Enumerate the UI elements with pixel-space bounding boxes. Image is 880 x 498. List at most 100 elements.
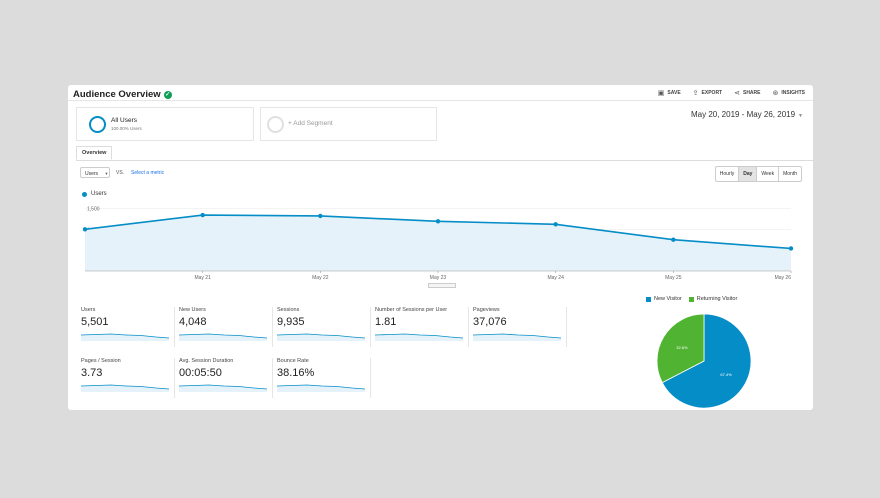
metric-value: 3.73 — [81, 367, 103, 379]
chart-scroll-handle[interactable] — [428, 283, 456, 288]
metric-value: 1.81 — [375, 316, 397, 328]
y-tick-label: 1,500 — [87, 206, 100, 212]
verified-check-icon: ✓ — [163, 90, 172, 99]
report-actions: ▣ SAVE ⇪ EXPORT ⋖ SHARE ⊛ INSIGHTS — [658, 89, 805, 97]
metric-label: Pages / Session — [81, 358, 121, 364]
sparkline-line — [179, 333, 267, 339]
sparkline-line — [277, 333, 365, 339]
x-tick-label: May 22 — [312, 275, 329, 281]
metric-divider — [272, 307, 273, 347]
sparkline-fill — [81, 334, 169, 341]
segment-ring-icon — [89, 116, 106, 133]
metric-tile[interactable]: New Users 4,048 — [179, 307, 273, 347]
granularity-toggle: Hourly Day Week Month — [714, 166, 802, 182]
export-button[interactable]: ⇪ EXPORT — [692, 90, 723, 97]
chevron-down-icon: ▼ — [104, 171, 109, 176]
sparkline-fill — [179, 334, 267, 341]
sparkline-fill — [473, 334, 561, 341]
metric-dropdown[interactable]: Users ▼ — [80, 167, 110, 178]
users-data-point — [553, 222, 558, 227]
metric-divider — [566, 307, 567, 347]
metric-tile[interactable]: Avg. Session Duration 00:05:50 — [179, 358, 273, 398]
sparkline-fill — [375, 334, 463, 341]
vs-label: VS. — [116, 170, 125, 176]
metric-label: Users — [81, 307, 96, 313]
metric-label: Pageviews — [473, 307, 500, 313]
metric-value: 00:05:50 — [179, 367, 222, 379]
sparkline-line — [277, 384, 365, 390]
metric-value: 37,076 — [473, 316, 507, 328]
metric-sparkline — [81, 333, 169, 341]
metric-sparkline — [277, 384, 365, 392]
sparkline-fill — [81, 385, 169, 392]
metric-tile[interactable]: Pages / Session 3.73 — [81, 358, 175, 398]
page-title: Audience Overview ✓ — [73, 89, 172, 100]
segment-name: All Users — [111, 117, 138, 124]
tab-divider — [76, 160, 813, 161]
share-button[interactable]: ⋖ SHARE — [734, 90, 761, 97]
legend-swatch-icon — [646, 296, 651, 302]
visitor-pie-chart: 67.4% 32.6% — [656, 313, 752, 409]
users-data-point — [435, 219, 441, 224]
save-icon: ▣ — [657, 90, 665, 97]
metric-tile[interactable]: Number of Sessions per User 1.81 — [375, 307, 469, 347]
sparkline-fill — [277, 334, 365, 341]
legend-new-visitor: New Visitor — [646, 296, 682, 302]
metric-value: 38.16% — [277, 367, 315, 379]
header-divider — [68, 100, 813, 101]
metric-sparkline — [81, 384, 169, 392]
insights-button[interactable]: ⊛ INSIGHTS — [772, 90, 806, 97]
metric-sparkline — [375, 333, 463, 341]
sparkline-fill — [179, 385, 267, 392]
tab-overview[interactable]: Overview — [76, 146, 113, 160]
date-range-picker[interactable]: May 20, 2019 - May 26, 2019 ▼ — [690, 110, 803, 119]
metric-tile[interactable]: Users 5,501 — [81, 307, 175, 347]
users-data-point — [200, 212, 205, 218]
metric-label: Number of Sessions per User — [375, 307, 448, 313]
add-segment-button[interactable]: + Add Segment — [260, 107, 437, 141]
legend-swatch-icon — [688, 296, 694, 302]
pie-slice — [656, 313, 705, 384]
sparkline-line — [81, 384, 169, 390]
metric-sparkline — [179, 384, 267, 392]
segment-subtitle: 100.00% Users — [111, 126, 142, 131]
metric-divider — [370, 307, 371, 347]
users-data-point — [318, 213, 323, 219]
metric-divider — [468, 307, 469, 347]
add-segment-label: + Add Segment — [288, 120, 333, 127]
metric-value: 5,501 — [81, 316, 109, 328]
export-icon: ⇪ — [692, 90, 699, 97]
users-area-fill — [85, 215, 791, 271]
metric-tile[interactable]: Pageviews 37,076 — [473, 307, 567, 347]
metric-label: Avg. Session Duration — [179, 358, 234, 364]
audience-overview-card: Audience Overview ✓ ▣ SAVE ⇪ EXPORT ⋖ SHARE… — [68, 85, 813, 410]
select-metric-link[interactable]: Select a metric — [131, 170, 165, 176]
insights-icon: ⊛ — [772, 90, 779, 97]
share-icon: ⋖ — [734, 90, 740, 97]
sparkline-line — [375, 333, 463, 339]
sparkline-line — [473, 333, 561, 339]
metric-sparkline — [179, 333, 267, 341]
chevron-down-icon: ▼ — [798, 113, 803, 119]
save-button[interactable]: ▣ SAVE — [657, 90, 681, 97]
metric-divider — [370, 358, 371, 398]
legend-dot-icon — [82, 191, 87, 197]
segment-all-users[interactable]: All Users 100.00% Users — [76, 107, 254, 141]
granularity-hourly-button[interactable]: Hourly — [719, 171, 735, 177]
pie-slice — [661, 313, 752, 409]
metric-value: 9,935 — [277, 316, 305, 328]
x-tick-label: May 23 — [430, 275, 447, 281]
pie-slice-label: 67.4% — [720, 372, 732, 377]
metric-sparkline — [473, 333, 561, 341]
metric-tile[interactable]: Bounce Rate 38.16% — [277, 358, 371, 398]
metric-tile[interactable]: Sessions 9,935 — [277, 307, 371, 347]
users-data-point — [671, 237, 676, 242]
users-data-point — [82, 227, 88, 232]
granularity-day-button[interactable]: Day — [738, 167, 757, 181]
metric-divider — [174, 307, 175, 347]
granularity-month-button[interactable]: Month — [778, 167, 801, 181]
granularity-week-button[interactable]: Week — [756, 167, 778, 181]
metric-divider — [272, 358, 273, 398]
chart-legend: Users — [82, 191, 107, 197]
sparkline-line — [179, 384, 267, 390]
